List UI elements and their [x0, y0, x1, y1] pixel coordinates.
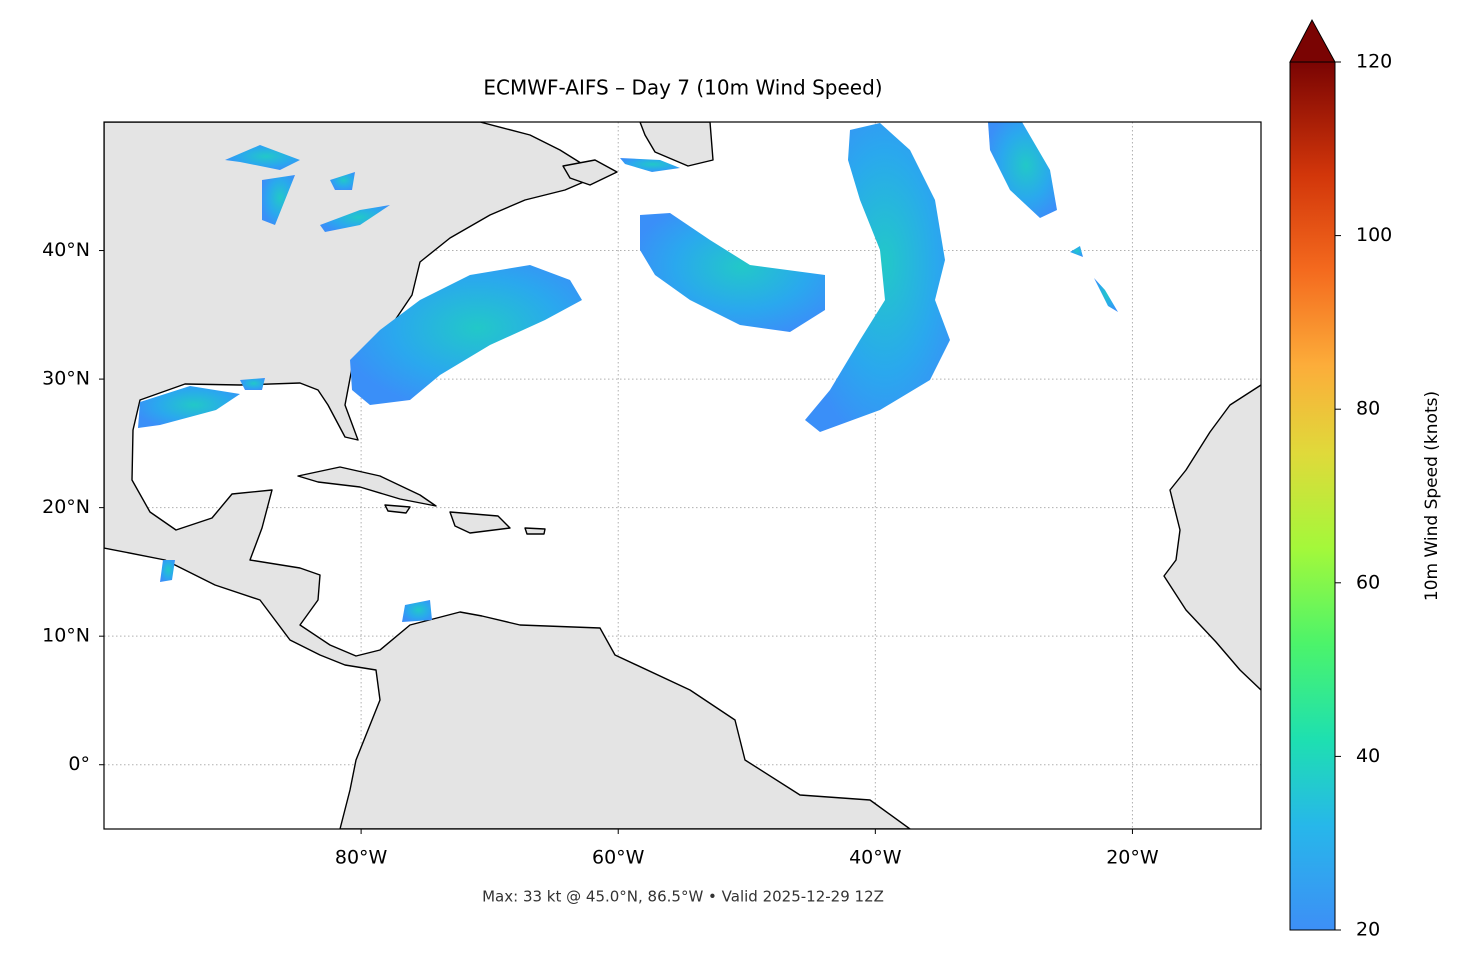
- x-tick-label: 40°W: [849, 847, 902, 869]
- colorbar-tick-label: 60: [1356, 571, 1380, 593]
- x-tick-label: 60°W: [592, 847, 645, 869]
- puerto-rico: [524, 527, 546, 535]
- map-area: [104, 122, 1261, 829]
- colorbar-tick-label: 100: [1356, 224, 1392, 246]
- colorbar-extend: [1289, 18, 1336, 63]
- africa: [1163, 384, 1261, 691]
- colorbar-tick-label: 40: [1356, 745, 1380, 767]
- colorbar-tick-label: 80: [1356, 398, 1380, 420]
- colorbar: [1289, 61, 1336, 931]
- y-tick-label: 40°N: [42, 239, 90, 261]
- nova-scotia: [562, 159, 618, 186]
- footer-note: Max: 33 kt @ 45.0°N, 86.5°W • Valid 2025…: [482, 888, 884, 906]
- x-tick-label: 20°W: [1106, 847, 1159, 869]
- y-tick-label: 10°N: [42, 625, 90, 647]
- cuba: [297, 466, 437, 507]
- colorbar-tick-label: 120: [1356, 51, 1392, 73]
- y-tick-label: 20°N: [42, 496, 90, 518]
- americas: [104, 122, 911, 829]
- y-tick-label: 0°: [68, 753, 90, 775]
- colorbar-tick-label: 20: [1356, 919, 1380, 941]
- wind-field: [138, 122, 1118, 622]
- x-tick-label: 80°W: [335, 847, 388, 869]
- map-title: ECMWF-AIFS – Day 7 (10m Wind Speed): [483, 76, 882, 100]
- colorbar-label: 10m Wind Speed (knots): [1422, 391, 1442, 601]
- y-tick-label: 30°N: [42, 368, 90, 390]
- hispaniola: [449, 511, 511, 534]
- jamaica: [384, 504, 411, 514]
- newfoundland: [639, 122, 714, 167]
- plot-frame: [103, 121, 1262, 830]
